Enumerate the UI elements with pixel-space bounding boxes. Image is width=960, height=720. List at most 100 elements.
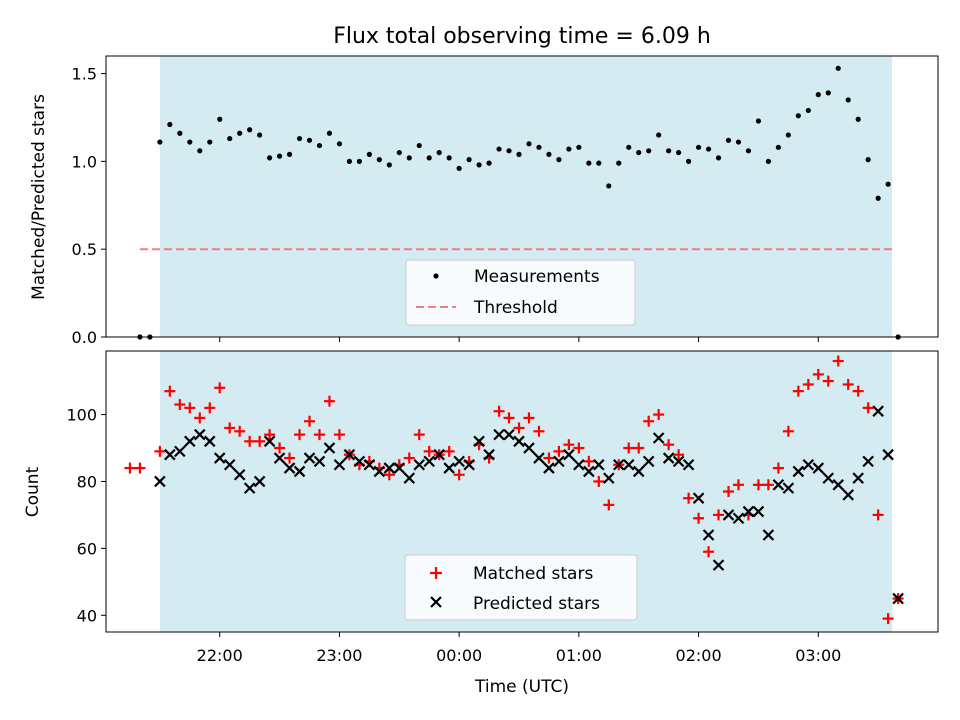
predicted-star-point bbox=[832, 479, 845, 491]
predicted-star-point bbox=[303, 452, 316, 464]
matched-star-point bbox=[802, 378, 814, 390]
predicted-star-point bbox=[523, 442, 535, 454]
predicted-star-point bbox=[533, 452, 545, 464]
top-y-tick-label: 0.5 bbox=[72, 240, 97, 259]
matched-star-point bbox=[174, 399, 186, 411]
measurement-point bbox=[745, 148, 752, 154]
measurement-point bbox=[356, 158, 362, 164]
predicted-star-point bbox=[802, 458, 815, 471]
measurement-point bbox=[725, 137, 732, 143]
matched-star-point bbox=[603, 499, 615, 511]
predicted-star-point bbox=[273, 452, 286, 464]
measurement-point bbox=[157, 139, 163, 145]
matched-star-point bbox=[304, 415, 316, 427]
matched-star-point bbox=[523, 412, 535, 424]
matched-star-point bbox=[723, 486, 735, 497]
predicted-star-point bbox=[383, 462, 396, 474]
top-y-axis: 0.0 0.5 1.0 1.5 bbox=[72, 65, 106, 347]
measurement-point bbox=[267, 155, 273, 161]
measurement-point bbox=[735, 139, 742, 145]
predicted-star-point bbox=[253, 475, 266, 488]
chart-title: Flux total observing time = 6.09 h bbox=[333, 24, 711, 49]
predicted-star-point bbox=[483, 448, 495, 461]
measurement-point bbox=[306, 137, 313, 143]
x-tick-label: 00:00 bbox=[436, 646, 482, 665]
matched-star-point bbox=[124, 462, 136, 474]
top-marks bbox=[137, 65, 901, 340]
matched-star-point bbox=[244, 435, 256, 447]
predicted-star-point bbox=[563, 448, 575, 461]
measurement-point bbox=[486, 160, 492, 166]
predicted-star-point bbox=[363, 458, 376, 471]
predicted-star-point bbox=[373, 465, 386, 478]
bottom-y-tick-label: 80 bbox=[77, 472, 97, 491]
predicted-star-point bbox=[393, 462, 406, 474]
measurement-point bbox=[167, 121, 173, 128]
x-tick-label: 22:00 bbox=[197, 646, 243, 665]
measurement-point bbox=[835, 65, 841, 71]
matched-star-point bbox=[453, 469, 465, 481]
matched-star-point bbox=[403, 452, 415, 464]
matched-star-point bbox=[493, 405, 505, 417]
measurement-point bbox=[845, 97, 851, 103]
predicted-star-point bbox=[652, 432, 665, 444]
x-tick-label: 01:00 bbox=[556, 646, 602, 665]
measurement-point bbox=[596, 160, 602, 166]
bottom-y-axis: 40 60 80 100 bbox=[66, 406, 106, 625]
measurement-point bbox=[636, 149, 642, 156]
matched-star-point bbox=[732, 479, 744, 491]
measurement-point bbox=[506, 148, 512, 154]
measurement-point bbox=[346, 158, 353, 164]
x-tick-label: 02:00 bbox=[676, 646, 722, 665]
matched-star-point bbox=[383, 469, 395, 481]
measurement-point bbox=[805, 107, 811, 114]
predicted-star-point bbox=[872, 405, 884, 417]
measurement-point bbox=[685, 158, 692, 164]
matched-star-point bbox=[593, 475, 605, 487]
x-tick-label: 23:00 bbox=[316, 646, 362, 665]
matched-star-point bbox=[762, 479, 774, 491]
measurement-point bbox=[426, 155, 432, 161]
measurement-point bbox=[586, 160, 592, 166]
measurement-point bbox=[765, 158, 772, 164]
legend-measurements-marker bbox=[433, 273, 439, 279]
predicted-star-point bbox=[782, 482, 795, 494]
predicted-star-point bbox=[263, 435, 276, 448]
matched-star-point bbox=[413, 429, 425, 441]
measurement-point bbox=[316, 142, 323, 149]
bottom-y-tick-label: 40 bbox=[77, 606, 97, 625]
matched-star-point bbox=[224, 422, 236, 434]
predicted-star-point bbox=[283, 462, 296, 474]
predicted-star-point bbox=[882, 448, 894, 461]
measurement-point bbox=[326, 130, 333, 136]
predicted-star-point bbox=[333, 458, 346, 471]
measurement-point bbox=[785, 132, 791, 138]
predicted-star-point bbox=[543, 462, 555, 474]
predicted-star-point bbox=[742, 505, 755, 518]
measurement-point bbox=[705, 146, 712, 152]
matched-star-point bbox=[313, 429, 325, 441]
matched-star-point bbox=[563, 439, 575, 451]
measurement-point bbox=[566, 146, 572, 152]
matched-star-point bbox=[872, 509, 884, 521]
top-legend: Measurements Threshold bbox=[405, 259, 636, 326]
matched-star-point bbox=[852, 385, 864, 397]
predicted-star-point bbox=[233, 468, 246, 481]
matched-star-point bbox=[573, 442, 585, 454]
measurement-point bbox=[276, 153, 283, 159]
predicted-star-point bbox=[493, 428, 505, 441]
predicted-star-point bbox=[622, 458, 635, 471]
measurement-point bbox=[286, 151, 293, 157]
predicted-star-point bbox=[732, 512, 745, 525]
predicted-star-point bbox=[642, 455, 655, 468]
matched-star-point bbox=[832, 355, 844, 367]
predicted-star-point bbox=[752, 505, 765, 518]
matched-star-point bbox=[663, 439, 675, 451]
matched-star-point bbox=[503, 412, 515, 424]
predicted-star-point bbox=[583, 465, 595, 478]
predicted-star-point bbox=[772, 479, 785, 491]
bottom-marks bbox=[124, 355, 904, 625]
predicted-star-point bbox=[632, 465, 645, 478]
matched-star-point bbox=[214, 382, 226, 394]
